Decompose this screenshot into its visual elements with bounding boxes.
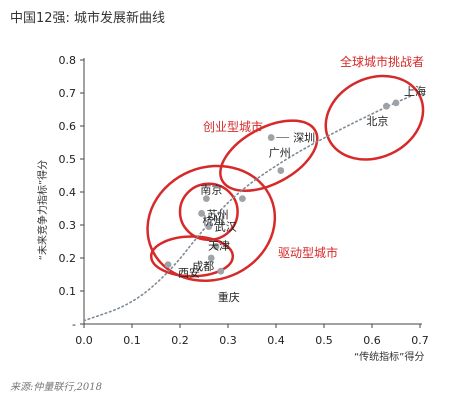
source-note: 来源:仲量联行,2018 <box>10 382 102 393</box>
city-label-深圳: 深圳 <box>293 132 315 145</box>
points-group <box>164 99 400 275</box>
y-tick-label: 0.3 <box>59 219 77 232</box>
city-label-武汉: 武汉 <box>215 221 237 234</box>
x-axis-title: “传统指标”得分 <box>354 350 424 363</box>
x-tick-label: 0.5 <box>315 334 333 347</box>
point-杭州 <box>239 195 246 203</box>
x-tick-label: 0.7 <box>411 334 429 347</box>
axes-group: 0.0 0.1 0.2 0.3 0.4 0.5 0.6 0.7 - 0.1 0.2 0.3 0.4 0.5… <box>59 54 429 347</box>
city-label-西安: 西安 <box>178 266 200 280</box>
point-南京 <box>203 195 210 203</box>
point-重庆 <box>217 267 225 275</box>
y-tick-label: 0.4 <box>59 186 77 199</box>
x-tick-label: 0.0 <box>75 334 93 347</box>
ellipse-driver-lower <box>149 235 235 278</box>
ellipse-driver-upper <box>178 182 239 242</box>
y-tick-label: 0.8 <box>59 54 77 67</box>
city-label-成都: 成都 <box>192 260 214 273</box>
city-label-北京: 北京 <box>366 114 388 128</box>
x-tick-label: 0.6 <box>363 334 381 347</box>
y-tick-label: - <box>72 318 76 331</box>
point-苏州 <box>198 210 206 217</box>
ellipse-global <box>324 74 425 161</box>
point-西安 <box>164 261 172 268</box>
y-tick-label: 0.5 <box>59 153 77 166</box>
ellipse-driver-outer <box>146 164 277 283</box>
y-axis-title: “未来竞争力指标”得分 <box>36 160 49 260</box>
city-label-上海: 上海 <box>404 84 426 98</box>
x-tick-label: 0.4 <box>267 334 285 347</box>
city-label-天津: 天津 <box>208 239 230 252</box>
city-label-广州: 广州 <box>269 147 291 160</box>
point-上海 <box>392 99 400 107</box>
cluster-label-startup: 创业型城市 <box>203 119 263 134</box>
point-北京 <box>383 102 390 110</box>
city-label-杭州: 杭州 <box>202 214 224 228</box>
x-tick-label: 0.2 <box>171 334 189 347</box>
chart-title: 中国12强: 城市发展新曲线 <box>10 11 166 26</box>
city-label-苏州: 苏州 <box>207 208 229 221</box>
cluster-ellipses <box>146 74 425 283</box>
y-tick-label: 0.2 <box>59 252 77 265</box>
cluster-label-global: 全球城市挑战者 <box>340 54 424 69</box>
city-label-重庆: 重庆 <box>218 290 240 304</box>
point-广州 <box>277 167 285 174</box>
cluster-label-driver: 驱动型城市 <box>278 245 338 260</box>
point-武汉 <box>205 223 213 231</box>
point-深圳 <box>267 134 275 141</box>
y-tick-label: 0.6 <box>59 120 77 133</box>
y-tick-label: 0.7 <box>59 87 77 100</box>
city-label-南京: 南京 <box>200 183 222 197</box>
y-tick-label: 0.1 <box>59 285 77 298</box>
x-tick-label: 0.1 <box>123 334 141 347</box>
point-成都 <box>207 254 215 262</box>
x-tick-label: 0.3 <box>219 334 237 347</box>
ellipse-startup <box>219 119 319 192</box>
point-天津 <box>212 243 220 250</box>
